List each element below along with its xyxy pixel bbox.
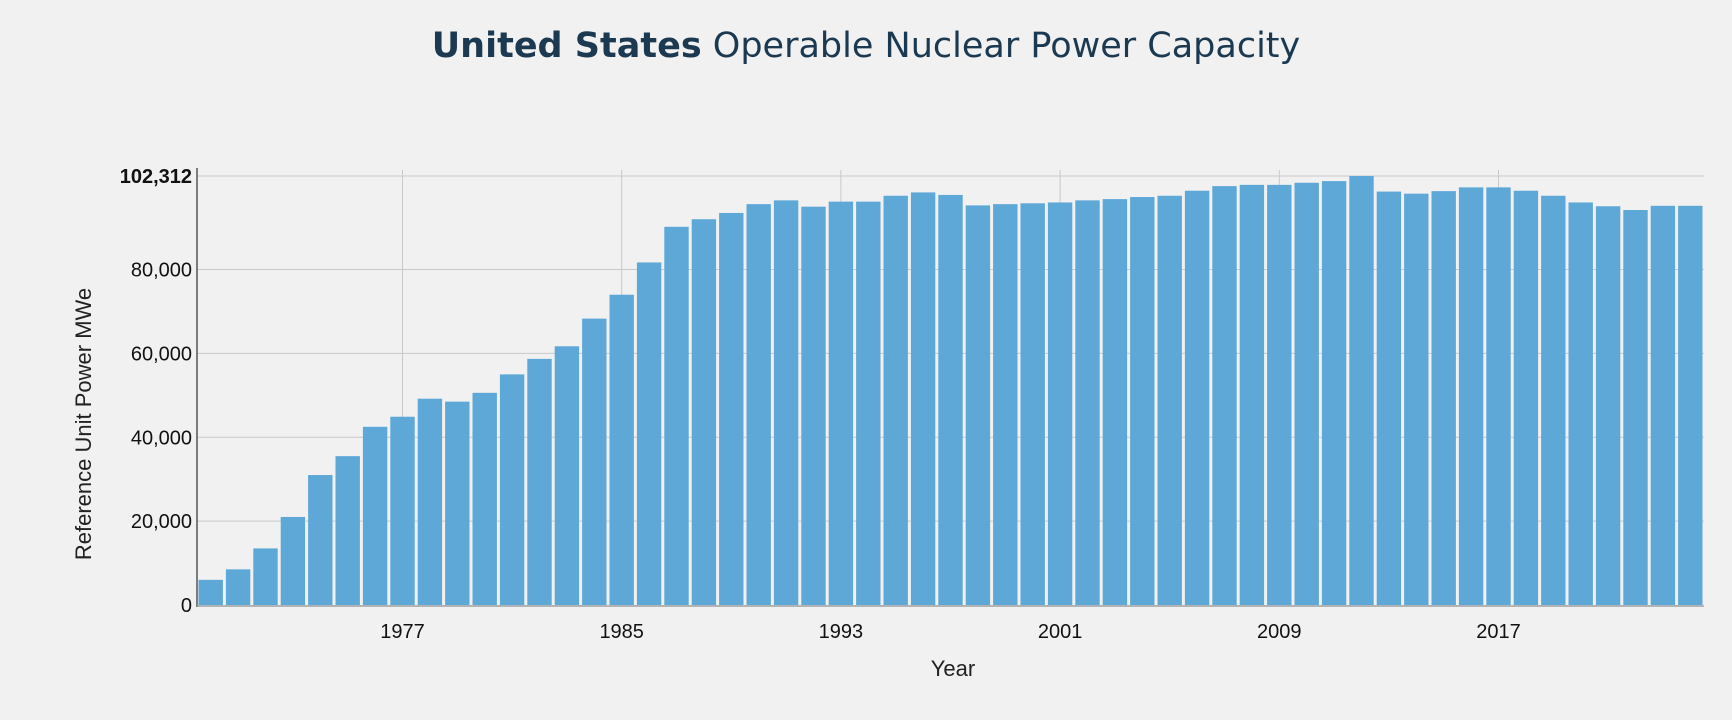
bar-1995 <box>883 195 908 605</box>
bar-2019 <box>1541 195 1566 605</box>
bar-2017 <box>1486 187 1511 605</box>
bar-2024 <box>1678 205 1703 605</box>
bar-1980 <box>472 392 497 605</box>
y-tick-label: 102,312 <box>120 166 192 188</box>
bar-1975 <box>335 456 360 605</box>
bar-1986 <box>636 262 662 605</box>
x-tick-label: 1993 <box>819 621 864 643</box>
y-tick-label: 80,000 <box>131 260 192 282</box>
bar-2021 <box>1595 206 1621 605</box>
bar-1970 <box>198 579 223 605</box>
bar-2010 <box>1294 182 1319 605</box>
y-axis-label: Reference Unit Power MWe <box>71 288 96 560</box>
bar-2002 <box>1075 200 1100 605</box>
bar-1985 <box>609 294 634 605</box>
bar-2023 <box>1650 205 1676 605</box>
bar-1981 <box>499 374 525 605</box>
bar-1989 <box>719 212 744 605</box>
x-tick-label: 2017 <box>1476 621 1521 643</box>
bar-2015 <box>1431 191 1456 605</box>
x-tick-label: 2001 <box>1038 621 1083 643</box>
bars <box>198 176 1703 606</box>
bar-1994 <box>856 201 881 605</box>
bar-1988 <box>691 219 717 605</box>
bar-1996 <box>910 192 936 605</box>
x-tick-label: 1985 <box>599 621 644 643</box>
bar-2001 <box>1047 202 1073 606</box>
bar-2013 <box>1376 191 1402 605</box>
x-tick-labels: 1977 1985 1993 2001 2009 2017 <box>380 621 1521 643</box>
bar-2020 <box>1568 202 1593 606</box>
y-tick-label: 20,000 <box>131 511 192 533</box>
chart-title: United States Operable Nuclear Power Cap… <box>0 26 1732 66</box>
bar-2006 <box>1184 190 1210 605</box>
bar-2007 <box>1212 186 1237 605</box>
bar-1973 <box>280 516 306 605</box>
bar-1974 <box>308 475 333 605</box>
bar-2005 <box>1157 195 1182 605</box>
bar-1992 <box>801 206 826 606</box>
bar-2004 <box>1130 197 1155 605</box>
bar-2016 <box>1458 187 1484 605</box>
bar-2014 <box>1404 193 1429 606</box>
bar-1972 <box>253 548 278 605</box>
chart-title-rest: Operable Nuclear Power Capacity <box>701 26 1301 66</box>
bar-1977 <box>390 416 415 605</box>
x-axis-label: Year <box>931 656 975 681</box>
bar-1993 <box>828 201 854 605</box>
bar-1983 <box>554 346 580 605</box>
y-tick-labels: 0 20,000 40,000 60,000 80,000 102,312 <box>120 166 192 617</box>
axes <box>196 168 1704 607</box>
chart-title-bold: United States <box>431 26 702 66</box>
bar-2008 <box>1239 184 1265 606</box>
bar-1990 <box>746 204 771 605</box>
bar-2009 <box>1267 184 1292 606</box>
bar-1999 <box>993 204 1018 605</box>
bar-1987 <box>664 226 689 605</box>
bar-2018 <box>1513 190 1539 605</box>
bar-1998 <box>965 205 991 605</box>
x-tick-label: 2009 <box>1257 621 1302 643</box>
bar-1979 <box>445 401 470 605</box>
bar-1978 <box>417 398 443 605</box>
x-tick-label: 1977 <box>380 621 425 643</box>
y-tick-label: 0 <box>181 595 192 617</box>
bar-1976 <box>362 426 388 605</box>
y-tick-label: 60,000 <box>131 343 192 365</box>
bar-2000 <box>1020 203 1045 606</box>
bar-1984 <box>582 318 607 605</box>
bar-2003 <box>1102 199 1128 605</box>
bar-1991 <box>773 200 799 605</box>
bar-1997 <box>938 194 963 605</box>
bar-2022 <box>1623 210 1648 605</box>
bar-1982 <box>527 358 552 605</box>
y-tick-label: 40,000 <box>131 427 192 449</box>
bar-2012 <box>1349 176 1374 605</box>
bar-2011 <box>1321 181 1347 606</box>
bar-1971 <box>225 569 251 605</box>
